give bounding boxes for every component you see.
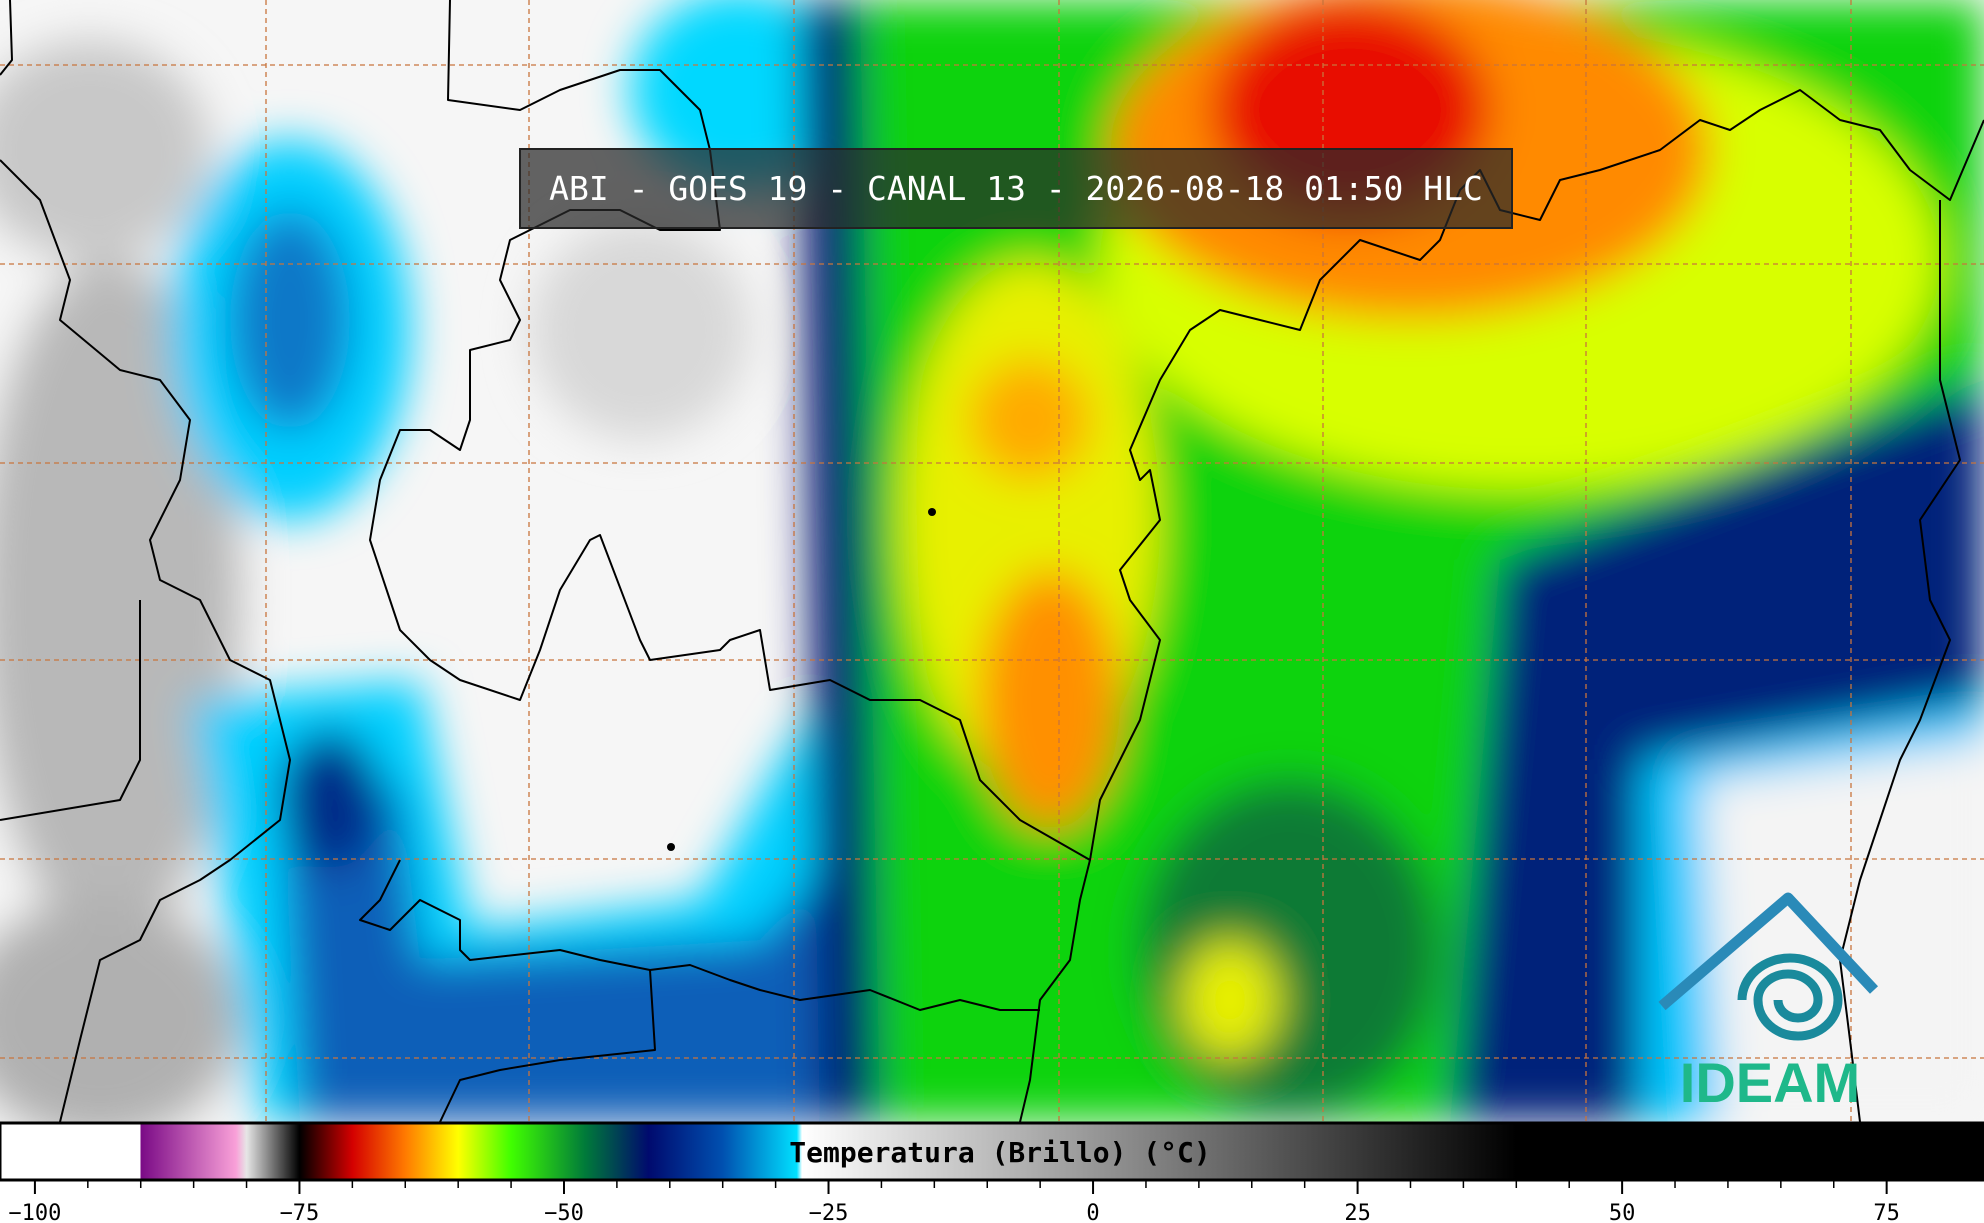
blue-area xyxy=(280,760,850,1122)
cold-gray-area xyxy=(0,900,240,1122)
logo: IDEAM xyxy=(1658,892,1879,1114)
dark-green-area xyxy=(1140,780,1440,1120)
title-box xyxy=(519,148,1513,229)
dark-blue-area xyxy=(280,730,380,870)
colorbar: Temperatura (Brillo) (°C) −100 −75 −50 −25 0… xyxy=(0,1121,1984,1223)
navy-strip xyxy=(800,0,880,1122)
tick-label: −100 xyxy=(8,1201,61,1223)
satellite-image: IDEAM ABI - GOES 19 - CANAL 13 - 2026-08… xyxy=(0,0,1984,1122)
tick-label: −25 xyxy=(809,1201,849,1223)
orange-area xyxy=(970,360,1090,480)
city-marker xyxy=(928,508,936,516)
graticule xyxy=(0,0,1984,1122)
logo-roof xyxy=(1658,892,1879,1011)
tick-label: −50 xyxy=(544,1201,584,1223)
tick-label: −75 xyxy=(280,1201,320,1223)
colorbar-label: Temperatura (Brillo) (°C) xyxy=(789,1136,1210,1169)
title: ABI - GOES 19 - CANAL 13 - 2026-08-18 01… xyxy=(549,169,1483,208)
logo-swirl xyxy=(1737,953,1843,1041)
tick-label: 50 xyxy=(1609,1201,1636,1223)
border-line xyxy=(359,859,1040,1011)
orange-area xyxy=(980,570,1120,830)
border-line xyxy=(439,969,656,1122)
tick-label: 75 xyxy=(1873,1201,1900,1223)
logo-text: IDEAM xyxy=(1680,1051,1860,1114)
cold-gray-area xyxy=(530,220,750,440)
border-line xyxy=(0,0,291,1122)
tick-label: 25 xyxy=(1344,1201,1371,1223)
colorbar-ticks: −100 −75 −50 −25 0 25 50 75 xyxy=(8,1180,1900,1223)
border-line xyxy=(0,600,141,821)
colorbar-bar xyxy=(0,1121,1984,1182)
cold-gray-area xyxy=(0,40,210,260)
cold-gray-area xyxy=(0,260,240,940)
blue-area xyxy=(230,210,350,430)
tick-label: 0 xyxy=(1086,1201,1099,1223)
yellow-area xyxy=(1180,940,1280,1060)
border-line xyxy=(1019,859,1091,1122)
city-marker xyxy=(667,843,675,851)
cyan-area xyxy=(630,0,850,190)
